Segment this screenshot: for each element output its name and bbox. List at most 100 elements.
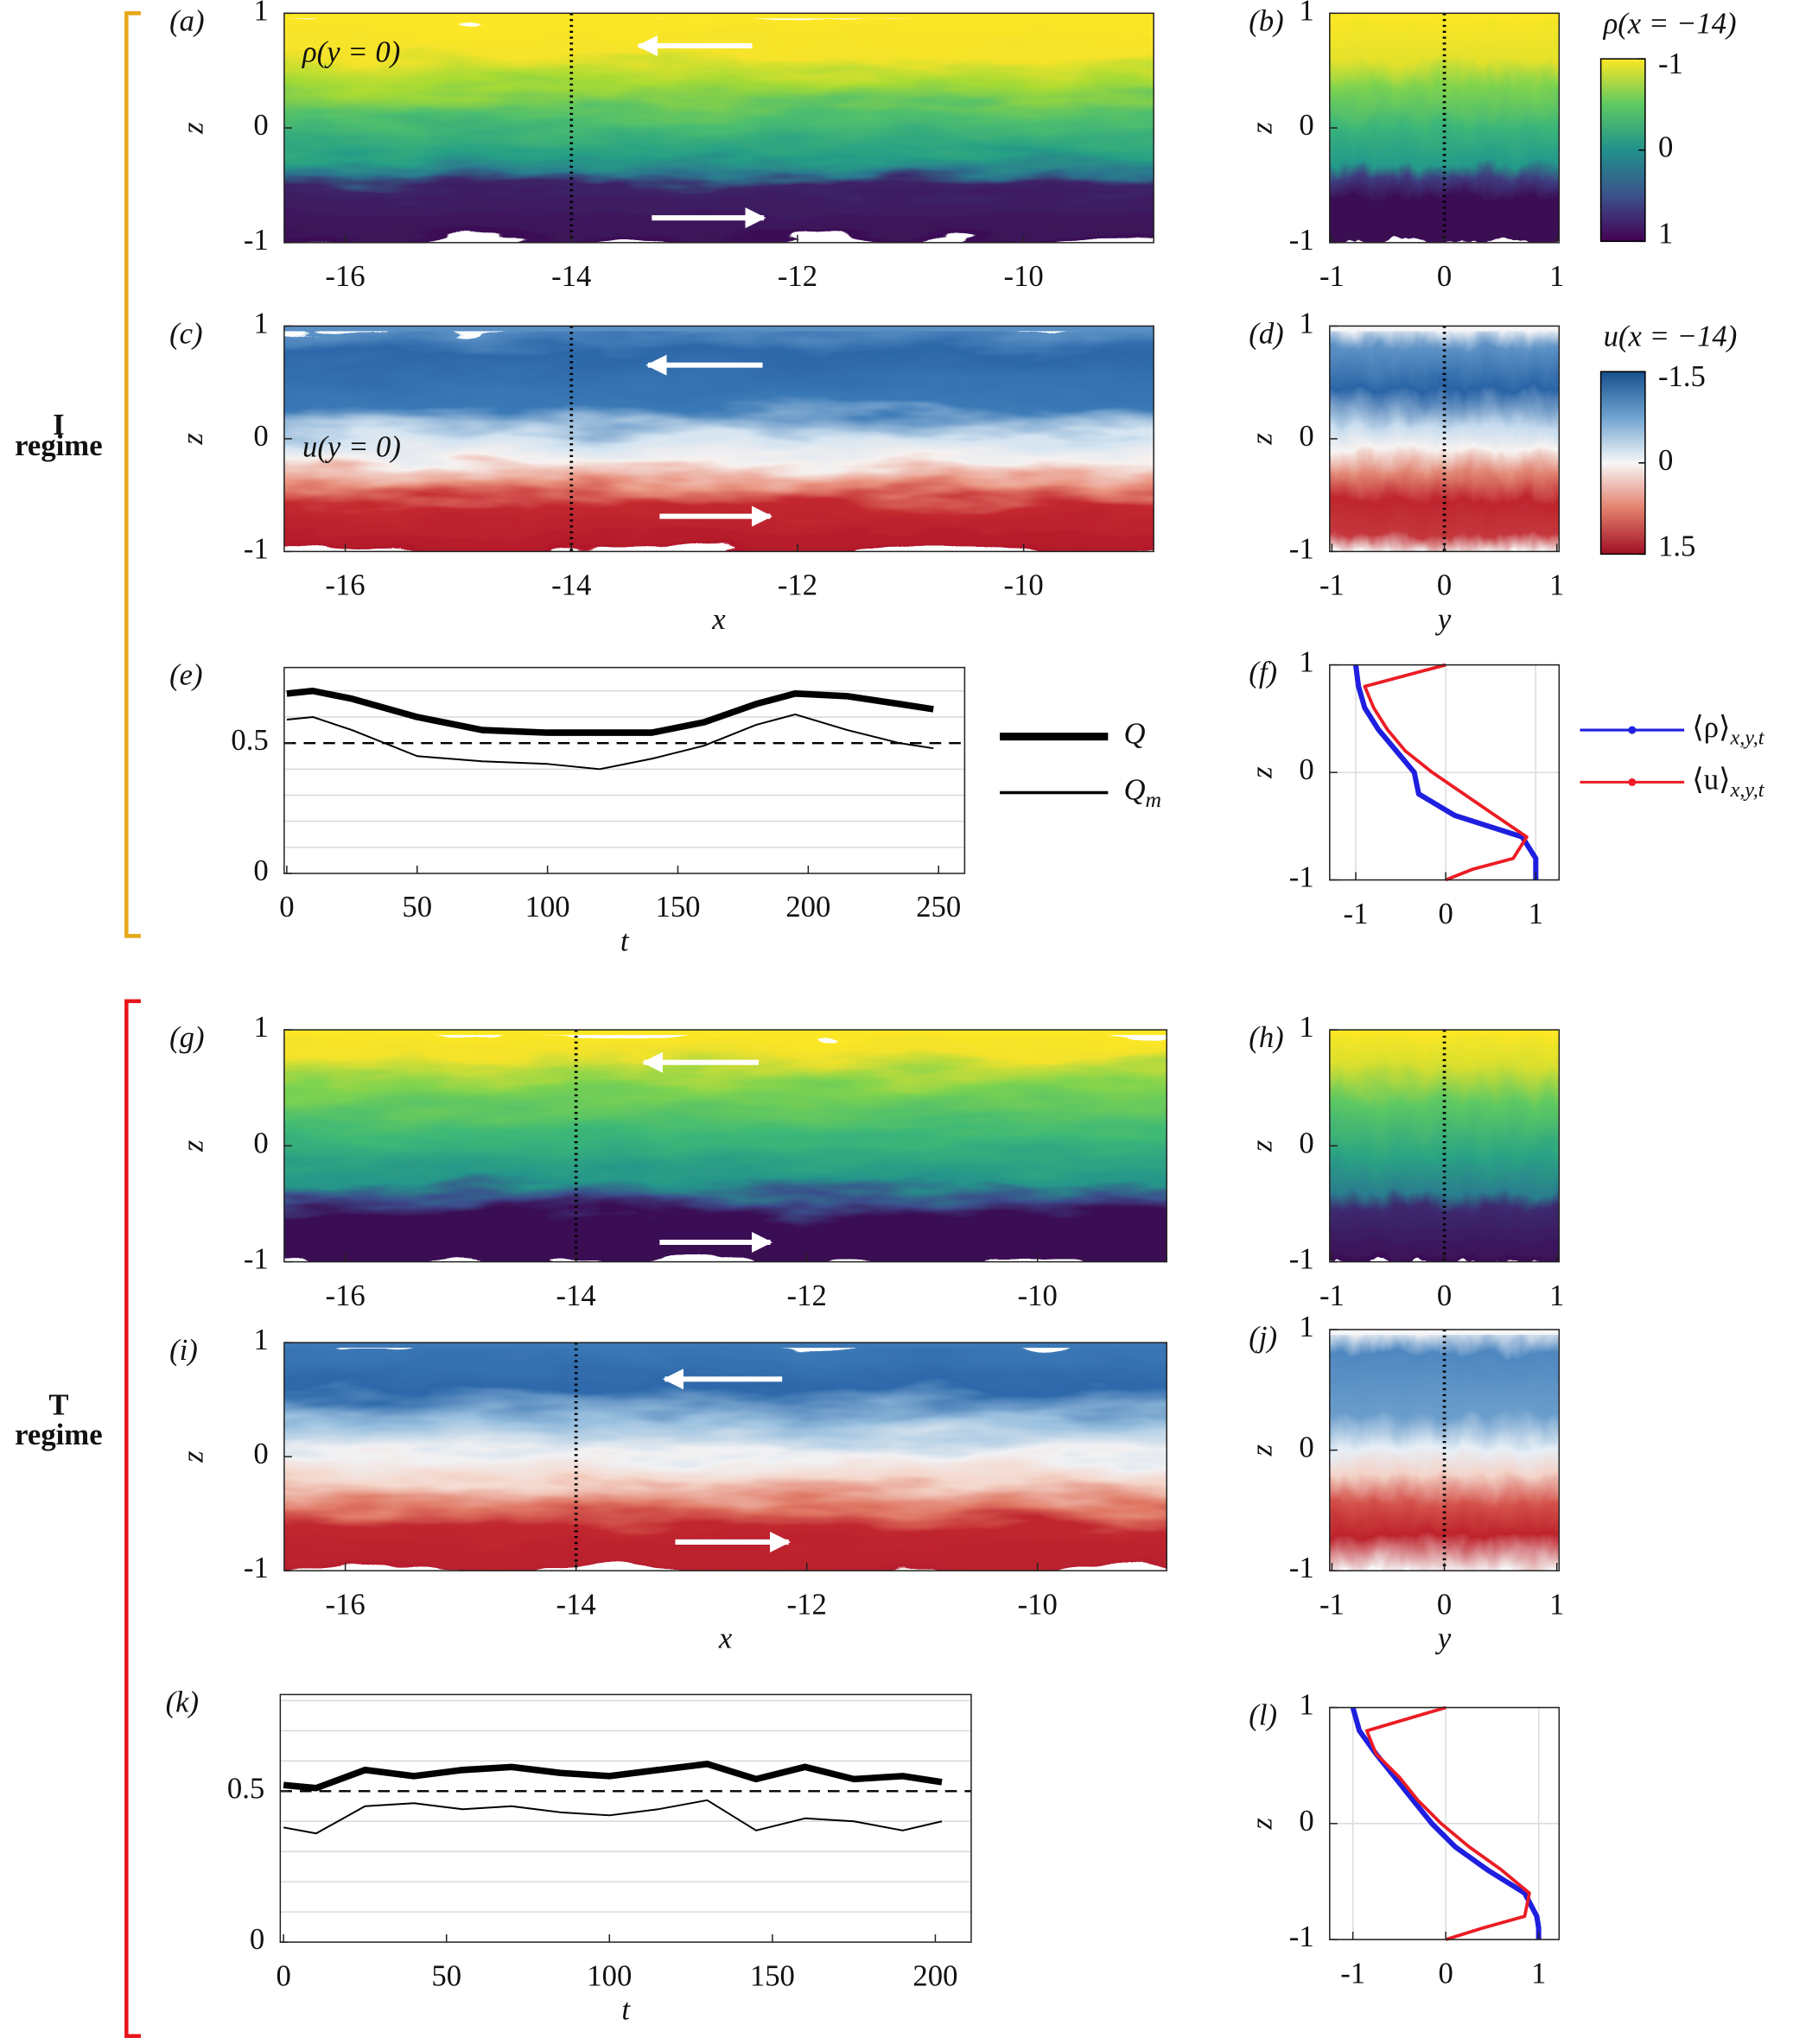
regime-bracket <box>124 11 141 938</box>
legend-marker <box>1628 726 1637 734</box>
x-tick-label: 1 <box>1549 568 1564 602</box>
field-edge <box>283 13 1154 19</box>
legend-subscript: x,y,t <box>1730 778 1765 802</box>
regime-label: regime <box>15 1418 102 1451</box>
field <box>283 1343 1167 1571</box>
panel-label: (h) <box>1249 1020 1283 1054</box>
x-tick-label: -1 <box>1319 568 1345 602</box>
field <box>1329 13 1560 243</box>
panel-label: (f) <box>1249 656 1277 689</box>
panel-annotation: u(y = 0) <box>302 430 401 464</box>
x-tick-label: 150 <box>750 1958 795 1992</box>
x-tick-label: -14 <box>556 1279 596 1312</box>
field <box>283 13 1154 243</box>
x-tick-label: 1 <box>1549 1587 1564 1621</box>
regime-bracket <box>124 999 141 2038</box>
field-image <box>283 13 1154 243</box>
x-tick-label: 1 <box>1529 897 1543 930</box>
series-line <box>283 1761 943 1792</box>
legend-label: ⟨ρ⟩x,y,t <box>1692 710 1765 749</box>
x-tick-label: -10 <box>1018 1587 1058 1621</box>
y-tick-label: 0 <box>1299 1804 1313 1838</box>
x-axis-label: t <box>620 924 630 957</box>
colorbar-title: u(x = −14) <box>1604 319 1738 352</box>
x-tick-label: 0 <box>1437 259 1452 293</box>
y-tick-label: -1 <box>244 531 269 565</box>
y-tick-label: -1 <box>1289 1920 1314 1953</box>
x-axis-label: y <box>1435 602 1452 636</box>
x-tick-label: -12 <box>787 1279 827 1312</box>
profile-line <box>1352 664 1539 880</box>
colorbar-tick-label: 1 <box>1658 216 1673 250</box>
flow-arrows <box>636 35 792 1553</box>
x-tick-label: -1 <box>1319 1587 1345 1621</box>
panel-label: (d) <box>1249 316 1283 350</box>
y-tick-label: 1 <box>1299 645 1313 679</box>
field-image <box>1329 13 1560 243</box>
profile-line <box>1363 663 1529 882</box>
y-tick-label: -1 <box>1289 1551 1314 1584</box>
x-tick-label: 50 <box>402 890 432 924</box>
y-tick-label: 0 <box>1299 108 1313 142</box>
x-tick-label: -16 <box>325 259 365 293</box>
field-edge <box>283 1343 1167 1349</box>
colorbar-tick-label: 1.5 <box>1658 529 1695 562</box>
colorbar-title: ρ(x = −14) <box>1603 6 1737 40</box>
x-tick-label: 100 <box>587 1958 632 1992</box>
x-tick-label: -14 <box>551 568 591 602</box>
y-tick-label: 1 <box>1299 1010 1313 1044</box>
panel-label: (c) <box>169 316 203 350</box>
field-edge <box>1329 1330 1560 1336</box>
axes-frame <box>279 1693 972 1943</box>
y-axis-label: z <box>175 1450 209 1463</box>
legend-name: Q <box>1123 772 1145 806</box>
y-tick-label: 0 <box>1299 1126 1313 1159</box>
colorbar-tick-label: 0 <box>1658 443 1673 477</box>
panel-label: (b) <box>1249 3 1283 37</box>
y-tick-label: 1 <box>1299 1688 1313 1722</box>
x-tick-label: -12 <box>778 568 817 602</box>
x-tick-label: 250 <box>916 890 961 924</box>
x-tick-label: 0 <box>1438 897 1453 930</box>
x-tick-label: -10 <box>1004 568 1044 602</box>
y-axis-label: z <box>1244 433 1278 446</box>
field-edge <box>1329 326 1560 332</box>
panel-label: (l) <box>1249 1698 1277 1732</box>
panel-label: (k) <box>166 1685 200 1718</box>
y-axis-label: z <box>175 122 209 135</box>
x-tick-label: 200 <box>912 1958 957 1992</box>
y-tick-label: 0 <box>253 1437 268 1470</box>
y-axis-label: z <box>175 1139 209 1152</box>
x-tick-label: 0 <box>279 890 294 924</box>
field <box>1329 1030 1560 1262</box>
regime-label: T <box>48 1388 68 1422</box>
field-edge <box>283 326 1154 332</box>
y-tick-label: 0 <box>250 1922 264 1956</box>
y-tick-label: 0 <box>1299 752 1313 786</box>
legend-name: Q <box>1123 717 1145 751</box>
colorbar-tick-label: -1.5 <box>1658 359 1706 393</box>
y-tick-label: 1 <box>253 0 268 27</box>
y-tick-label: 0 <box>253 419 268 453</box>
x-tick-label: 1 <box>1549 259 1564 293</box>
y-tick-label: -1 <box>244 1242 269 1276</box>
y-axis-label: z <box>1244 122 1278 135</box>
legend-marker <box>1628 778 1637 786</box>
profile-line <box>1364 1705 1531 1941</box>
x-tick-label: 100 <box>525 890 570 924</box>
y-tick-label: 0 <box>253 1126 268 1159</box>
x-tick-label: -1 <box>1344 897 1369 930</box>
x-tick-label: 0 <box>1437 568 1452 602</box>
y-tick-label: 0 <box>1299 1431 1313 1464</box>
field-image <box>283 1030 1167 1262</box>
x-axis-label: x <box>711 602 726 636</box>
y-tick-label: -1 <box>1289 1242 1314 1276</box>
x-tick-label: 150 <box>655 890 700 924</box>
y-tick-label: 1 <box>253 1323 268 1356</box>
y-axis-label: z <box>1244 1139 1278 1152</box>
field-edge <box>1329 13 1560 19</box>
x-axis-label: t <box>621 1993 631 2027</box>
x-tick-label: -1 <box>1319 259 1345 293</box>
panel-label: (j) <box>1249 1320 1277 1354</box>
